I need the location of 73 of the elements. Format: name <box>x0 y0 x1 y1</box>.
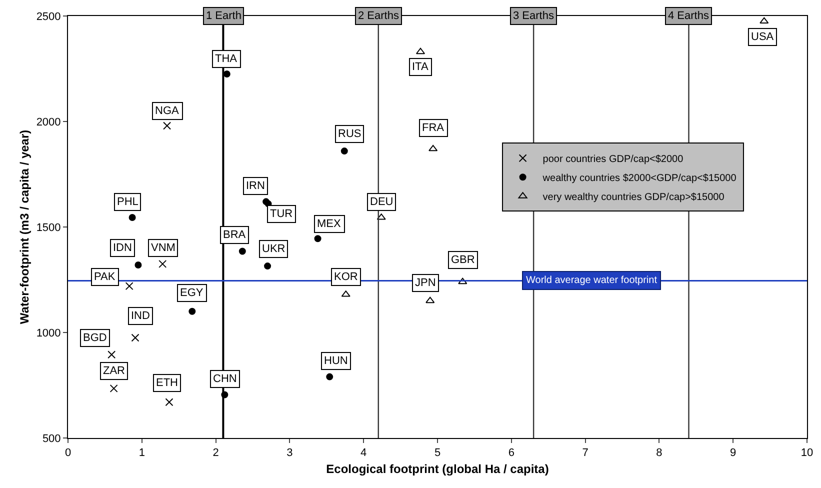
point <box>326 373 334 380</box>
annotation: HUN <box>324 355 348 367</box>
point <box>188 308 196 315</box>
annotation: IRN <box>246 180 265 192</box>
point <box>428 144 438 152</box>
point <box>134 261 142 268</box>
annotation: BRA <box>223 229 246 241</box>
annotation: FRA <box>422 122 445 134</box>
x-tick-label: 10 <box>800 447 814 460</box>
y-tick-label: 1500 <box>36 222 61 234</box>
y-axis-title: Water-footprint (m3 / capita / year) <box>18 130 32 324</box>
point <box>314 235 322 242</box>
annotation: BGD <box>83 332 107 344</box>
point <box>125 282 134 290</box>
annotation: NGA <box>155 105 180 117</box>
annotation: UKR <box>262 243 286 255</box>
point <box>128 214 136 222</box>
annotation: ZAR <box>103 365 126 377</box>
annotation: PAK <box>94 271 116 283</box>
x-tick-label: 0 <box>64 447 72 460</box>
annotation: KOR <box>334 271 358 283</box>
annotation: ITA <box>412 61 429 73</box>
x-tick-label: 3 <box>286 447 293 460</box>
annotation: JPN <box>415 277 436 289</box>
annotation: IDN <box>113 242 132 254</box>
y-tick-label: 1000 <box>36 327 61 340</box>
annotation: EGY <box>180 287 204 299</box>
ref-line-label: 2 Earths <box>358 10 400 22</box>
annotation: THA <box>215 53 238 65</box>
annotation: MEX <box>317 218 342 230</box>
x-tick-label: 2 <box>212 447 219 460</box>
x-tick-label: 6 <box>508 447 514 460</box>
point <box>131 334 140 342</box>
annotation: RUS <box>338 128 362 140</box>
x-tick-label: 4 <box>360 447 367 460</box>
annotation: GBR <box>451 254 475 266</box>
annotation: DEU <box>370 196 394 208</box>
x-tick-label: 9 <box>730 447 736 460</box>
legend-label: poor countries GDP/cap<$2000 <box>542 154 684 165</box>
point <box>264 262 272 270</box>
y-tick-label: 2500 <box>36 10 61 23</box>
annotation: VNM <box>151 242 176 254</box>
point <box>760 17 769 24</box>
point <box>158 260 167 268</box>
annotation: CHN <box>213 373 237 385</box>
point <box>110 384 118 392</box>
legend-label: very wealthy countries GDP/cap>$15000 <box>542 192 725 203</box>
ref-line-label: World average water footprint <box>526 275 658 286</box>
annotation: USA <box>751 31 774 43</box>
x-tick-label: 1 <box>138 447 145 460</box>
point <box>223 70 230 78</box>
x-tick-label: 8 <box>656 447 662 460</box>
x-axis-title: Ecological footprint (global Ha / capita) <box>326 462 549 476</box>
point <box>340 148 348 155</box>
ref-line-label: 1 Earth <box>206 10 242 22</box>
x-tick-label: 5 <box>434 447 441 460</box>
point <box>416 48 426 54</box>
point <box>108 350 116 359</box>
y-tick-label: 500 <box>42 432 61 445</box>
point <box>426 296 435 304</box>
legend-label: wealthy countries $2000<GDP/cap<$15000 <box>542 173 737 184</box>
point <box>165 398 174 406</box>
annotation: IND <box>131 310 150 322</box>
point <box>458 278 468 284</box>
annotation: ETH <box>156 377 178 389</box>
annotation: TUR <box>270 208 293 220</box>
ref-line-label: 3 Earths <box>513 10 554 22</box>
point <box>163 122 172 130</box>
annotation: PHL <box>117 196 138 208</box>
point <box>238 248 246 255</box>
y-tick-label: 2000 <box>36 116 61 128</box>
ref-line-label: 4 Earths <box>668 10 710 22</box>
x-tick-label: 7 <box>582 447 588 460</box>
